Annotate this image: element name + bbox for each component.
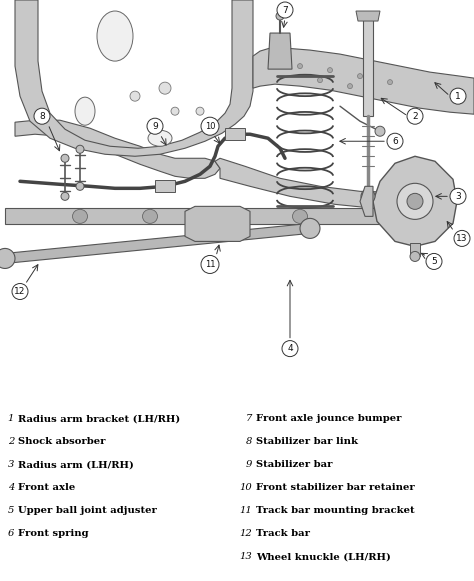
Polygon shape <box>373 156 457 246</box>
Text: 2: 2 <box>412 112 418 121</box>
Polygon shape <box>215 158 440 210</box>
Text: 4: 4 <box>287 344 293 353</box>
Circle shape <box>450 188 466 205</box>
Circle shape <box>410 252 420 261</box>
Text: 5: 5 <box>431 257 437 266</box>
Text: 13: 13 <box>456 234 468 243</box>
Circle shape <box>388 80 392 85</box>
Circle shape <box>277 2 293 18</box>
Polygon shape <box>185 206 250 242</box>
Ellipse shape <box>97 11 133 61</box>
Circle shape <box>426 253 442 270</box>
Circle shape <box>0 249 15 268</box>
Polygon shape <box>5 223 310 263</box>
Ellipse shape <box>212 209 228 223</box>
Text: Stabilizer bar link: Stabilizer bar link <box>256 437 358 446</box>
Circle shape <box>61 192 69 200</box>
Text: 5: 5 <box>8 507 14 515</box>
Text: 2: 2 <box>8 437 14 446</box>
Text: Upper ball joint adjuster: Upper ball joint adjuster <box>18 507 157 515</box>
Polygon shape <box>268 33 292 69</box>
Circle shape <box>407 193 423 209</box>
Circle shape <box>450 88 466 104</box>
Text: 6: 6 <box>8 529 14 539</box>
Polygon shape <box>15 0 253 156</box>
Ellipse shape <box>292 209 308 223</box>
Text: 7: 7 <box>282 5 288 15</box>
Ellipse shape <box>148 130 172 146</box>
Polygon shape <box>356 11 380 21</box>
Circle shape <box>328 67 332 73</box>
Circle shape <box>454 231 470 246</box>
Circle shape <box>347 84 353 89</box>
Text: 1: 1 <box>455 92 461 101</box>
Text: 8: 8 <box>39 112 45 121</box>
Polygon shape <box>15 120 220 178</box>
Text: Radius arm bracket (LH/RH): Radius arm bracket (LH/RH) <box>18 414 180 423</box>
Ellipse shape <box>75 97 95 125</box>
Circle shape <box>130 91 140 101</box>
Circle shape <box>387 133 403 149</box>
Circle shape <box>300 218 320 238</box>
Text: Stabilizer bar: Stabilizer bar <box>256 460 332 469</box>
Text: 3: 3 <box>455 192 461 201</box>
Text: Track bar: Track bar <box>256 529 310 539</box>
Circle shape <box>276 12 284 20</box>
Text: 11: 11 <box>205 260 215 269</box>
Polygon shape <box>155 180 175 192</box>
Circle shape <box>196 107 204 115</box>
Text: 11: 11 <box>239 507 252 515</box>
Circle shape <box>76 182 84 191</box>
Polygon shape <box>225 128 245 140</box>
Circle shape <box>159 82 171 94</box>
Text: 9: 9 <box>152 121 158 131</box>
Polygon shape <box>360 187 373 216</box>
Circle shape <box>357 74 363 78</box>
Circle shape <box>298 63 302 69</box>
Text: 12: 12 <box>14 287 26 296</box>
Circle shape <box>361 189 375 203</box>
Text: Track bar mounting bracket: Track bar mounting bracket <box>256 507 415 515</box>
Circle shape <box>147 118 163 134</box>
Circle shape <box>61 155 69 162</box>
Circle shape <box>397 184 433 220</box>
Text: 7: 7 <box>246 414 252 423</box>
Circle shape <box>171 107 179 115</box>
Polygon shape <box>363 16 373 116</box>
Text: 10: 10 <box>205 121 215 131</box>
Text: Shock absorber: Shock absorber <box>18 437 106 446</box>
Text: Front axle: Front axle <box>18 483 75 492</box>
Circle shape <box>76 145 84 153</box>
Polygon shape <box>253 48 474 114</box>
Circle shape <box>282 340 298 357</box>
Polygon shape <box>5 209 420 224</box>
Ellipse shape <box>143 209 157 223</box>
Circle shape <box>34 108 50 124</box>
Circle shape <box>318 78 322 83</box>
Text: 4: 4 <box>8 483 14 492</box>
Text: Radius arm (LH/RH): Radius arm (LH/RH) <box>18 460 134 469</box>
Circle shape <box>375 126 385 136</box>
Text: 9: 9 <box>246 460 252 469</box>
Text: 8: 8 <box>246 437 252 446</box>
Text: Front spring: Front spring <box>18 529 89 539</box>
Circle shape <box>201 256 219 274</box>
Text: 1: 1 <box>8 414 14 423</box>
Circle shape <box>12 284 28 300</box>
Ellipse shape <box>73 209 88 223</box>
Text: Front axle jounce bumper: Front axle jounce bumper <box>256 414 401 423</box>
Text: 3: 3 <box>8 460 14 469</box>
Text: Front stabilizer bar retainer: Front stabilizer bar retainer <box>256 483 415 492</box>
Polygon shape <box>410 243 420 256</box>
Text: Wheel knuckle (LH/RH): Wheel knuckle (LH/RH) <box>256 553 391 561</box>
Text: 10: 10 <box>239 483 252 492</box>
Circle shape <box>201 117 219 135</box>
Text: 13: 13 <box>239 553 252 561</box>
Circle shape <box>407 108 423 124</box>
Text: 12: 12 <box>239 529 252 539</box>
Text: 6: 6 <box>392 137 398 146</box>
